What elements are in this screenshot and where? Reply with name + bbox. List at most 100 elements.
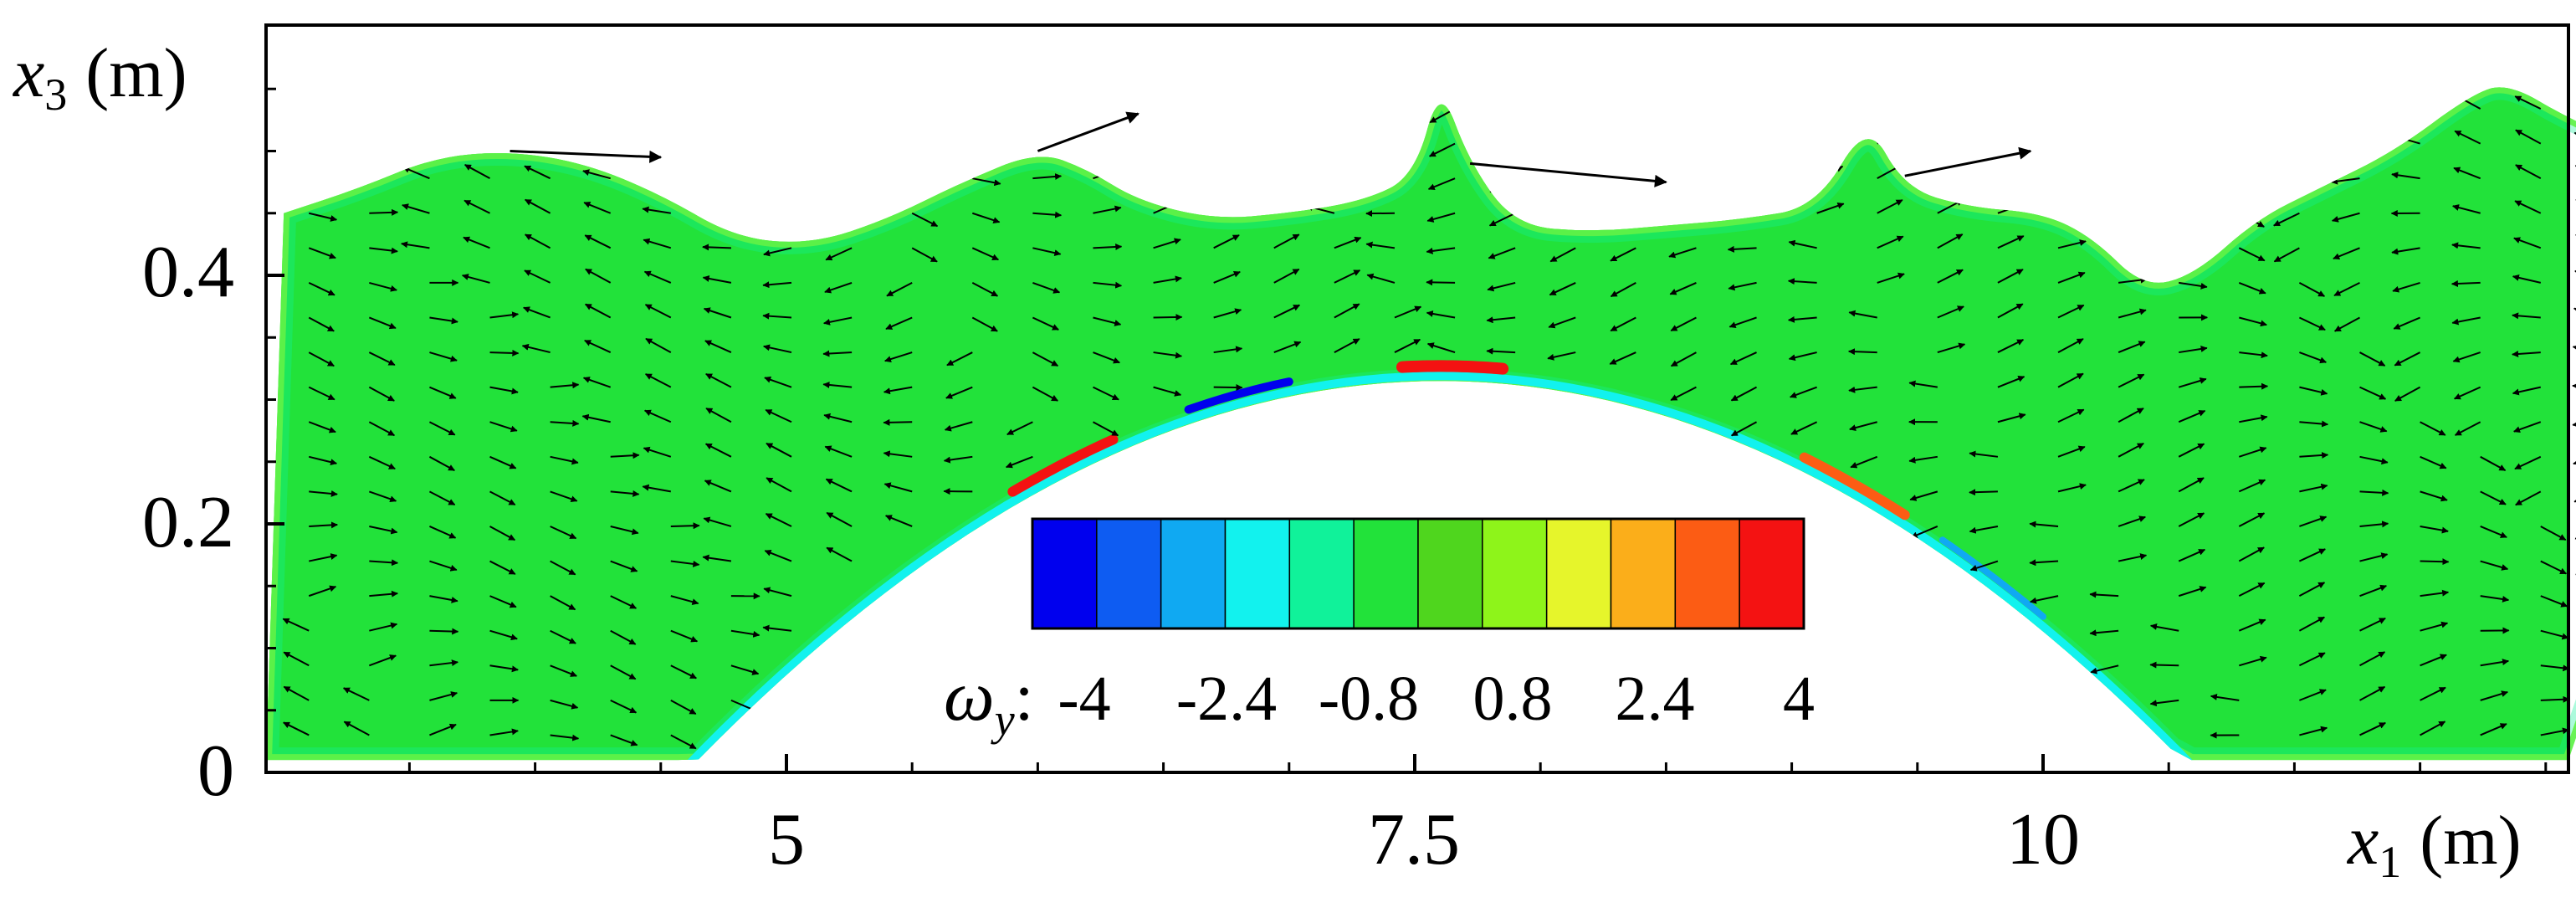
velocity-vector — [1756, 169, 1785, 180]
velocity-vector — [702, 275, 732, 284]
vorticity-spot — [1007, 434, 1119, 497]
velocity-vector — [1549, 282, 1576, 296]
colorbar-subscript: y — [991, 695, 1015, 745]
velocity-vector — [368, 351, 396, 367]
velocity-vector — [825, 478, 853, 493]
velocity-vector — [2178, 247, 2207, 258]
velocity-vector — [1213, 234, 1240, 249]
velocity-vector — [2057, 338, 2084, 353]
velocity-vector — [883, 418, 913, 426]
velocity-vector — [824, 445, 853, 458]
velocity-vector — [2239, 316, 2267, 327]
velocity-vector — [2359, 351, 2386, 367]
velocity-vector — [369, 590, 398, 598]
velocity-vector — [2420, 589, 2450, 598]
velocity-vector — [584, 234, 612, 249]
velocity-vector — [644, 373, 672, 388]
velocity-vector — [1609, 212, 1636, 225]
y-tick-label: 0 — [197, 731, 234, 812]
velocity-vector — [1334, 269, 1361, 284]
velocity-vector — [2238, 247, 2266, 262]
velocity-vector — [489, 526, 516, 541]
velocity-vector — [585, 268, 612, 284]
velocity-vector — [1153, 95, 1180, 110]
velocity-vector — [642, 142, 671, 151]
velocity-vector — [2178, 377, 2207, 388]
velocity-vector — [2420, 490, 2448, 502]
velocity-vector — [2057, 271, 2086, 284]
velocity-vector — [308, 351, 335, 367]
velocity-vector — [1365, 241, 1396, 249]
velocity-vector — [341, 171, 370, 180]
velocity-vector — [2179, 345, 2208, 354]
velocity-vector — [1877, 272, 1905, 284]
velocity-vector — [308, 247, 336, 259]
velocity-vector — [1366, 142, 1396, 154]
velocity-vector — [765, 408, 792, 423]
velocity-vector — [2153, 108, 2179, 123]
velocity-vector — [2118, 276, 2148, 284]
velocity-vector — [461, 274, 490, 284]
velocity-vector — [1877, 235, 1904, 249]
velocity-vector — [489, 386, 519, 395]
y-tick-label: 0.4 — [142, 232, 234, 313]
velocity-vector — [2178, 548, 2206, 562]
velocity-vector — [429, 386, 457, 399]
velocity-vector — [524, 165, 551, 180]
velocity-vector — [1273, 341, 1302, 354]
colorbar-tick-label: 4 — [1783, 664, 1815, 734]
velocity-vector — [912, 108, 941, 116]
velocity-vector — [1334, 303, 1360, 319]
velocity-vector — [489, 455, 517, 469]
velocity-vector — [1368, 108, 1396, 121]
velocity-vector — [550, 455, 579, 465]
velocity-vector — [1032, 281, 1061, 294]
velocity-vector — [610, 490, 640, 497]
velocity-vector — [826, 546, 853, 562]
velocity-vector — [428, 490, 456, 506]
velocity-vector — [822, 382, 853, 388]
velocity-vector — [911, 142, 940, 154]
velocity-vector — [2299, 689, 2327, 701]
velocity-vector — [463, 236, 490, 249]
velocity-vector — [401, 241, 430, 249]
velocity-vector — [1093, 351, 1120, 364]
velocity-vector — [670, 595, 699, 606]
velocity-vector — [489, 664, 519, 673]
velocity-vector — [2514, 455, 2542, 470]
velocity-vector — [1428, 142, 1456, 157]
velocity-vector — [610, 699, 638, 714]
velocity-vector — [1816, 203, 1845, 214]
velocity-vector — [886, 282, 913, 297]
velocity-vector — [670, 629, 699, 643]
velocity-vector — [1032, 173, 1063, 180]
velocity-vector — [283, 651, 310, 667]
velocity-vector — [2118, 479, 2145, 493]
velocity-vector — [1696, 100, 1724, 110]
surface-velocity-vector — [510, 150, 663, 163]
velocity-vector — [2239, 351, 2268, 359]
velocity-vector — [644, 304, 672, 319]
velocity-vector — [2515, 164, 2542, 180]
velocity-vector — [1670, 351, 1697, 367]
velocity-vector — [642, 484, 671, 493]
velocity-vector — [884, 515, 913, 527]
velocity-vector — [1032, 135, 1062, 145]
velocity-vector — [704, 142, 732, 156]
velocity-vector — [2057, 408, 2085, 423]
velocity-vector — [764, 549, 792, 562]
velocity-vector — [1093, 421, 1119, 437]
velocity-vector — [1153, 238, 1181, 249]
velocity-vector — [1997, 107, 2027, 115]
y-axis-unit: (m) — [85, 34, 187, 112]
colorbar-swatch — [1739, 518, 1805, 629]
velocity-vector — [1305, 141, 1334, 148]
velocity-vector — [2118, 553, 2148, 562]
velocity-vector — [1213, 98, 1242, 110]
velocity-vector — [1427, 177, 1456, 190]
velocity-vector — [524, 198, 551, 214]
colorbar — [1031, 517, 1805, 630]
velocity-vector — [911, 212, 939, 228]
velocity-vector — [1365, 177, 1396, 186]
velocity-vector — [550, 560, 576, 576]
